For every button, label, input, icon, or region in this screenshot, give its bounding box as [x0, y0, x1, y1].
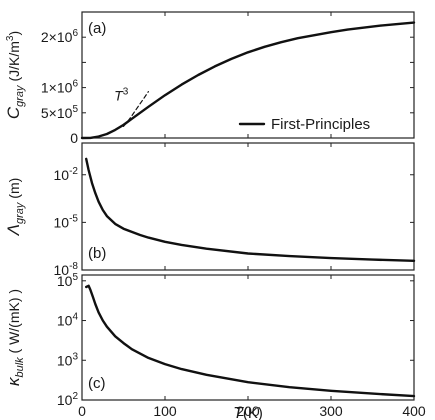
x-tick-label: 100	[153, 403, 177, 419]
first-principles-curve	[84, 157, 416, 262]
y-tick-label: 10-8	[54, 261, 79, 278]
y-tick-label: 102	[57, 391, 79, 408]
y-tick-label: 103	[57, 351, 79, 368]
x-tick-label: 200	[236, 403, 260, 419]
legend-label: First-Principles	[271, 116, 370, 133]
panel-0: 0 5×105 1×106 2×106 (a) Cgray (J/K/m3) T3 First…	[4, 11, 416, 146]
y-axis-label: κbulk ( W/(mK) )	[4, 289, 26, 386]
y-tick-label: 105	[57, 272, 79, 289]
y-tick-label: 0	[70, 130, 78, 146]
y-tick-label: 104	[57, 312, 79, 329]
y-tick-label: 10-5	[54, 213, 79, 230]
x-tick-label: 300	[319, 403, 343, 419]
x-axis-label: T(K)	[233, 405, 263, 420]
x-tick-label: 400	[402, 403, 426, 419]
panel-2: 0 100 200 300 400 102 103 104 105 (c) κbulk ( W/(m…	[4, 272, 426, 419]
legend: First-Principles	[238, 116, 370, 133]
y-axis-label: Λgray (m)	[4, 178, 26, 237]
panel-label: (c)	[88, 375, 106, 392]
y-tick-label: 10-2	[54, 166, 79, 183]
t3-reference-line	[122, 90, 149, 128]
y-axis-label: Cgray (J/K/m3)	[4, 31, 26, 119]
panel-1: 10-2 10-5 10-8 (b) Λgray (m)	[4, 142, 416, 278]
y-tick-label: 5×105	[41, 104, 79, 121]
t3-annotation: T3	[114, 87, 129, 104]
plot-frame	[81, 142, 415, 271]
y-tick-label: 1×106	[41, 79, 79, 96]
y-tick-label: 2×106	[41, 28, 79, 45]
first-principles-curve	[80, 21, 416, 140]
first-principles-curve	[84, 284, 416, 398]
x-tick-label: 0	[78, 403, 86, 419]
panel-label: (a)	[88, 20, 106, 37]
panel-label: (b)	[88, 245, 106, 262]
